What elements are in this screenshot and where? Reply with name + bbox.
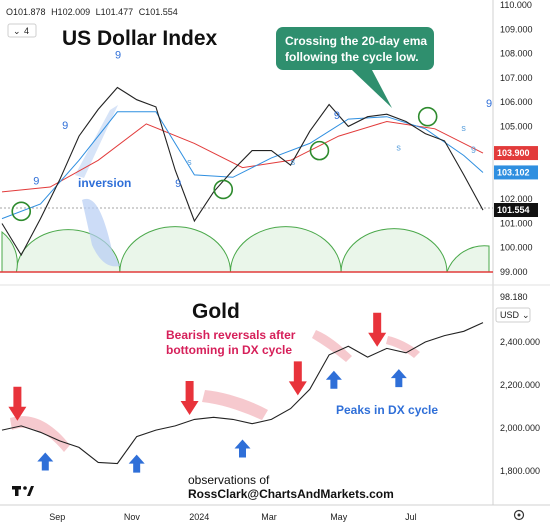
dx-price-line bbox=[1, 86, 484, 257]
settings-gear-icon[interactable] bbox=[513, 509, 525, 521]
inversion-label: inversion bbox=[78, 176, 131, 190]
blue-arrow-icon bbox=[325, 370, 342, 389]
rally-highlight bbox=[75, 105, 118, 178]
price-tag-box bbox=[494, 203, 538, 218]
count-small-label: s bbox=[187, 157, 192, 167]
collapse-icon: ⌄ bbox=[13, 26, 21, 36]
red-arrow-icon bbox=[368, 312, 387, 347]
gold-pane: 98.180 USD ⌄ 2,400.000 2,200.000 2,000.000… bbox=[1, 292, 540, 501]
count-label: 9 bbox=[486, 98, 492, 110]
count-label: 9 bbox=[115, 49, 121, 61]
callout-line1: Crossing the 20-day ema bbox=[285, 34, 427, 48]
price-tag-box bbox=[494, 165, 538, 180]
cycle-low-circle bbox=[417, 106, 438, 127]
ema50-line bbox=[1, 120, 484, 193]
gold-price-line bbox=[1, 322, 484, 465]
x-tick-label: Nov bbox=[124, 512, 141, 522]
interval-badge[interactable]: ⌄ 4 bbox=[7, 23, 37, 38]
count-small-label: 9 bbox=[471, 145, 476, 155]
blue-arrow-icon bbox=[390, 369, 407, 388]
credit-line1: observations of bbox=[188, 473, 270, 487]
price-tag-label: 103.102 bbox=[497, 167, 530, 177]
x-tick-label: 2024 bbox=[189, 512, 209, 522]
x-tick-label: Jul bbox=[405, 512, 417, 522]
red-arrow-icon bbox=[288, 361, 307, 396]
cycle-low-circle bbox=[11, 201, 32, 222]
dx-tick-label: 109.000 bbox=[500, 24, 533, 34]
blue-arrows bbox=[37, 369, 407, 473]
gold-price-axis: 2,400.000 2,200.000 2,000.000 1,800.000 bbox=[500, 337, 540, 476]
time-axis: Sep Nov 2024 Mar May Jul bbox=[49, 512, 416, 522]
tradingview-logo-icon bbox=[12, 486, 34, 496]
cycle-low-circle bbox=[309, 140, 330, 161]
reversal-highlights bbox=[10, 330, 420, 452]
x-tick-label: May bbox=[330, 512, 348, 522]
cycle-arcs bbox=[1, 226, 490, 273]
red-arrows bbox=[8, 312, 387, 421]
annotation-red-line2: bottoming in DX cycle bbox=[166, 343, 292, 357]
dx-tick-label: 100.000 bbox=[500, 243, 533, 253]
cycle-arc bbox=[340, 228, 448, 273]
red-arrow-icon bbox=[180, 381, 199, 416]
dx-tick-label: 107.000 bbox=[500, 73, 533, 83]
price-tags: 103.900 103.102 101.554 bbox=[494, 146, 538, 218]
blue-arrow-icon bbox=[37, 452, 54, 471]
count-label: 9 bbox=[175, 178, 181, 190]
inversion-highlight bbox=[82, 198, 120, 267]
count-label: 9 bbox=[62, 120, 68, 132]
dx-tick-label: 99.000 bbox=[500, 267, 528, 277]
callout-line2: following the cycle low. bbox=[285, 50, 419, 64]
x-tick-label: Mar bbox=[261, 512, 277, 522]
cycle-low-circle bbox=[213, 179, 234, 200]
cycle-arc bbox=[1, 230, 18, 273]
price-tag-label: 103.900 bbox=[497, 148, 530, 158]
red-arrow-icon bbox=[8, 386, 27, 421]
dx-tick-label: 106.000 bbox=[500, 97, 533, 107]
blue-arrow-icon bbox=[128, 454, 145, 473]
ema20-line bbox=[1, 111, 484, 220]
dx-tick-label: 110.000 bbox=[500, 0, 532, 10]
currency-badge[interactable]: USD ⌄ bbox=[495, 307, 531, 323]
count-label: 9 bbox=[33, 176, 39, 188]
price-tag-label: 101.554 bbox=[497, 205, 530, 215]
gold-tick-label: 2,000.000 bbox=[500, 423, 540, 433]
cycle-arc bbox=[446, 245, 490, 273]
x-tick-label: Sep bbox=[49, 512, 65, 522]
gold-tick-label: 2,400.000 bbox=[500, 337, 540, 347]
dx-price-axis: 110.000 109.000 108.000 107.000 106.000 105.0… bbox=[500, 0, 533, 277]
gold-tick-label: 2,200.000 bbox=[500, 380, 540, 390]
count-labels: 9 9 9 9 9 9 s s s s 9 bbox=[33, 49, 492, 190]
cycle-arc bbox=[119, 226, 231, 273]
count-small-label: s bbox=[461, 123, 466, 133]
interval-value: 4 bbox=[24, 26, 29, 36]
dx-pane: 110.000 109.000 108.000 107.000 106.000 105.0… bbox=[0, 0, 538, 277]
ohlc-readout: O101.878 H102.009 L101.477 C101.554 bbox=[6, 7, 178, 17]
count-small-label: s bbox=[291, 157, 296, 167]
dx-tick-label: 102.000 bbox=[500, 194, 533, 204]
annotation-blue: Peaks in DX cycle bbox=[336, 403, 438, 417]
dx-tick-label: 105.000 bbox=[500, 121, 533, 131]
gold-tick-label: 1,800.000 bbox=[500, 466, 540, 476]
dx-tick-label: 108.000 bbox=[500, 49, 533, 59]
price-tag-box bbox=[494, 146, 538, 161]
currency-label: USD bbox=[500, 310, 520, 320]
callout: Crossing the 20-day ema following the cy… bbox=[276, 27, 434, 108]
pane-boundary-label: 98.180 bbox=[500, 292, 528, 302]
count-small-label: s bbox=[396, 143, 401, 153]
dx-title: US Dollar Index bbox=[62, 27, 218, 50]
count-label: 9 bbox=[334, 110, 340, 122]
dx-tick-label: 101.000 bbox=[500, 218, 533, 228]
gold-title: Gold bbox=[192, 300, 240, 323]
credit-line2: RossClark@ChartsAndMarkets.com bbox=[188, 487, 394, 501]
cycle-arc bbox=[229, 226, 342, 273]
currency-dropdown-icon: ⌄ bbox=[522, 310, 530, 320]
annotation-red-line1: Bearish reversals after bbox=[166, 328, 296, 342]
cycle-low-markers bbox=[11, 106, 438, 222]
blue-arrow-icon bbox=[234, 439, 251, 458]
